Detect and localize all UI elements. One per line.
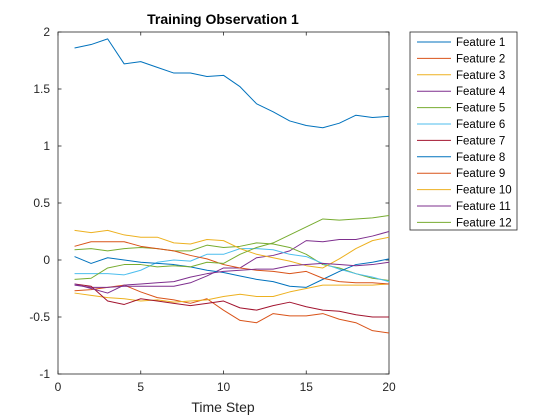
legend-label-feature-6: Feature 6 [456,119,505,131]
x-axis-title: Time Step [191,399,254,415]
x-axis-ticks: 0 5 10 15 20 [55,32,396,394]
legend-label-feature-10: Feature 10 [456,185,512,197]
axes-box [57,31,390,375]
legend: Feature 1 Feature 2 Feature 3 Feature 4 Feat… [409,31,518,231]
legend-label-feature-11: Feature 11 [456,201,511,213]
series-line-feature-12 [74,215,390,280]
legend-label-feature-8: Feature 8 [456,152,505,164]
series-line-feature-11 [74,261,390,294]
series-line-feature-10 [74,229,390,269]
y-tick-label: 1.5 [33,82,50,96]
legend-label-feature-2: Feature 2 [456,53,505,65]
series-line-feature-6 [74,248,390,283]
x-tick-label: 15 [300,380,314,394]
y-tick-label: 1 [43,139,50,153]
x-tick-label: 20 [382,380,396,394]
legend-label-feature-7: Feature 7 [456,135,505,147]
series-lines [74,38,390,334]
y-tick-label: 0.5 [33,196,50,210]
y-tick-label: -1 [39,367,50,381]
y-tick-label: 2 [43,25,50,39]
legend-label-feature-1: Feature 1 [456,37,505,49]
series-line-feature-5 [74,242,390,282]
y-tick-label: -0.5 [29,310,50,324]
series-line-feature-1 [74,38,390,129]
series-line-feature-8 [74,256,390,288]
plot-area: 0 5 10 15 20 -1 -0.5 0 0.5 1 1.5 2 [29,25,396,394]
chart-title: Training Observation 1 [147,11,299,27]
series-line-feature-4 [74,231,390,288]
legend-items: Feature 1 Feature 2 Feature 3 Feature 4 Feat… [417,37,512,229]
legend-box [409,31,518,231]
x-tick-label: 10 [217,380,231,394]
series-line-feature-9 [74,241,390,285]
y-tick-label: 0 [43,253,50,267]
series-line-feature-7 [74,283,389,318]
legend-label-feature-4: Feature 4 [456,86,506,98]
x-tick-label: 5 [137,380,144,394]
legend-label-feature-12: Feature 12 [456,217,512,229]
x-tick-label: 0 [55,380,62,394]
legend-label-feature-5: Feature 5 [456,103,505,115]
series-line-feature-3 [74,283,390,303]
legend-label-feature-9: Feature 9 [456,168,505,180]
legend-label-feature-3: Feature 3 [456,70,505,82]
